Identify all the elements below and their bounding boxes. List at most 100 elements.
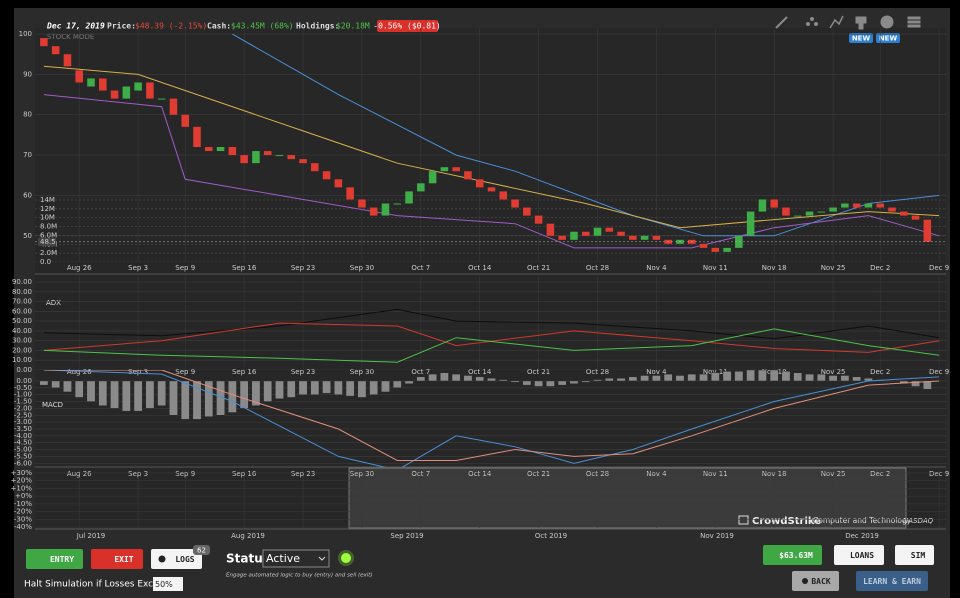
x-tick-label: Nov 18: [762, 470, 787, 478]
x-tick-label: Dec 9: [929, 264, 949, 272]
candle: [817, 211, 826, 213]
macd-bar: [734, 371, 744, 382]
indicator-line: [43, 94, 940, 249]
macd-bar: [310, 380, 320, 395]
candle: [393, 203, 402, 205]
status-select[interactable]: Active: [262, 549, 330, 568]
halt-select[interactable]: 50%: [153, 577, 183, 591]
x-tick-label: Nov 11: [703, 368, 728, 376]
loans-label: LOANS: [850, 551, 874, 560]
candle: [40, 38, 48, 47]
candle: [428, 171, 437, 184]
navigator-selection[interactable]: [348, 467, 907, 529]
macd-bar: [793, 372, 803, 382]
x-tick-label: Nov 25: [821, 470, 846, 478]
stamp-icon[interactable]: [855, 16, 867, 24]
macd-bar: [557, 380, 567, 386]
line-icon[interactable]: [829, 15, 844, 29]
candle: [311, 163, 319, 172]
nav-tick-label: -20%: [14, 508, 32, 516]
macd-bar: [192, 380, 202, 420]
macd-bar: [122, 380, 131, 412]
new-badge: [876, 33, 900, 43]
balance-button[interactable]: $63.63M: [763, 545, 822, 565]
robot-icon[interactable]: [880, 15, 894, 29]
candle: [240, 155, 248, 164]
back-button[interactable]: BACK: [792, 571, 839, 591]
current-price-label: 48.5: [40, 238, 56, 246]
x-tick-label: Oct 7: [411, 264, 430, 272]
holdings-label: Holdings:: [296, 21, 339, 31]
x-tick-label: Oct 14: [468, 368, 492, 376]
x-tick-label: Dec 2: [870, 264, 890, 272]
x-tick-label: Nov 25: [821, 368, 846, 376]
macd-bar: [699, 373, 708, 382]
brush-icon[interactable]: [775, 16, 788, 29]
y-tick-label: -5.00: [14, 446, 32, 454]
x-tick-label: Oct 21: [527, 470, 550, 478]
scatter-icon[interactable]: [806, 22, 810, 26]
logs-count: 62: [197, 547, 206, 555]
holdings-value: $20.18M: [336, 22, 370, 31]
candle: [369, 207, 378, 216]
candle: [99, 78, 107, 91]
candle: [193, 126, 201, 148]
sim-button[interactable]: SIM: [895, 545, 934, 565]
y-tick-label: 90: [23, 70, 32, 78]
y-tick-label: 20.00: [12, 346, 32, 354]
macd-bar: [510, 380, 520, 383]
volume-tick-label: 0.0: [40, 258, 51, 266]
macd-bar: [334, 380, 343, 395]
y-tick-label: 80: [23, 111, 32, 119]
menu-icon[interactable]: [907, 16, 921, 20]
volume-tick-label: 12M: [40, 205, 55, 213]
nav-tick-label: +10%: [11, 484, 33, 492]
nav-tick-label: +20%: [11, 477, 33, 485]
exit-button[interactable]: EXIT: [91, 549, 143, 569]
candle: [169, 98, 178, 115]
candle: [134, 82, 142, 91]
x-tick-label: Oct 28: [586, 368, 609, 376]
current-price-tag: [38, 237, 56, 246]
entry-button[interactable]: ENTRY: [26, 549, 83, 569]
learn-button[interactable]: LEARN & EARN: [856, 571, 928, 591]
macd-bar: [498, 379, 508, 382]
logs-button[interactable]: LOGS: [151, 549, 202, 569]
macd-bar: [345, 380, 355, 397]
new-badge-label: NEW: [852, 35, 871, 43]
cash-value: $43.45M (68%): [231, 22, 294, 31]
macd-bar: [581, 380, 591, 383]
candle: [711, 247, 720, 252]
macd-bar: [416, 376, 426, 382]
macd-bar: [593, 379, 602, 382]
x-tick-label: Oct 14: [468, 264, 492, 272]
candle: [346, 187, 354, 200]
nav-tick-label: -30%: [14, 515, 32, 523]
loans-button[interactable]: LOANS: [834, 545, 884, 565]
macd-bar: [145, 380, 155, 409]
candle: [770, 199, 778, 208]
volume-tick-label: 8.0M: [40, 223, 57, 231]
macd-bar: [522, 380, 532, 386]
y-tick-label: 70.00: [12, 298, 32, 306]
macd-bar: [74, 380, 84, 398]
macd-bar: [204, 380, 214, 417]
macd-bar: [51, 380, 60, 389]
y-tick-label: 70: [23, 151, 32, 159]
panel: [35, 33, 946, 262]
nav-tick-label: +30%: [11, 469, 33, 477]
x-tick-label: Sep 9: [175, 368, 195, 376]
x-tick-label: Oct 21: [527, 368, 550, 376]
x-tick-label: Sep 9: [175, 470, 195, 478]
x-tick-label: Sep 30: [350, 264, 374, 272]
candle: [75, 70, 83, 83]
macd-bar: [487, 378, 496, 382]
candle: [652, 235, 661, 240]
macd-bar: [475, 376, 485, 382]
candle: [805, 211, 814, 216]
y-tick-label: -4.00: [14, 432, 32, 440]
candle: [735, 235, 743, 248]
x-tick-label: Sep 23: [291, 470, 315, 478]
panel: [35, 370, 946, 467]
